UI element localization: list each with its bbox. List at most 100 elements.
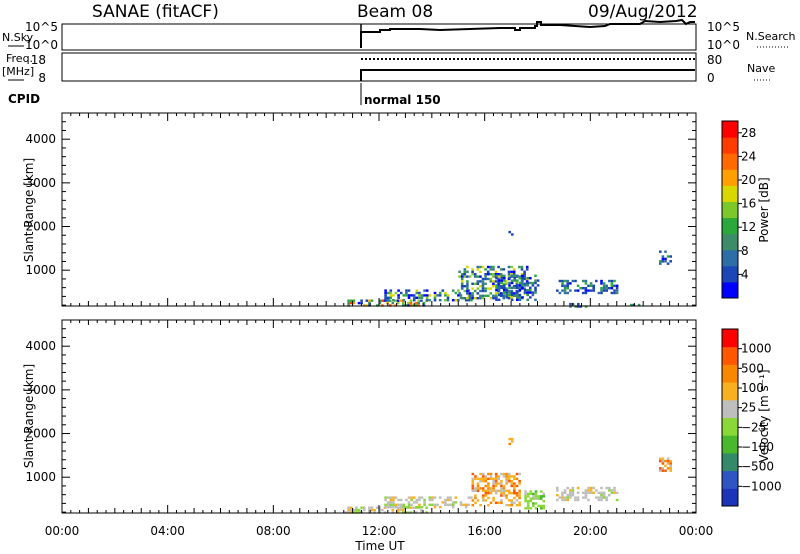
data-cell bbox=[566, 282, 569, 285]
data-cell bbox=[412, 296, 416, 299]
data-cell bbox=[471, 282, 474, 285]
data-cell bbox=[508, 230, 511, 234]
data-cell bbox=[384, 291, 387, 295]
data-cell bbox=[569, 282, 572, 285]
data-cell bbox=[405, 498, 408, 502]
data-cell bbox=[513, 487, 516, 490]
data-cell bbox=[515, 484, 519, 488]
data-cell bbox=[505, 496, 508, 500]
data-cell bbox=[471, 484, 475, 488]
data-cell bbox=[464, 503, 468, 506]
data-cell bbox=[484, 484, 488, 488]
data-cell bbox=[518, 281, 522, 285]
data-cell bbox=[495, 296, 498, 299]
data-cell bbox=[438, 299, 442, 302]
data-cell bbox=[487, 489, 490, 492]
data-cell bbox=[669, 459, 672, 463]
time-tick-label: 04:00 bbox=[150, 524, 185, 538]
data-cell bbox=[399, 503, 403, 506]
data-cell bbox=[352, 301, 356, 305]
data-cell bbox=[610, 291, 614, 295]
data-cell bbox=[476, 268, 480, 271]
data-cell bbox=[470, 299, 473, 302]
data-cell bbox=[451, 501, 455, 504]
data-cell bbox=[492, 282, 495, 285]
data-cell bbox=[460, 285, 464, 288]
data-cell bbox=[661, 467, 665, 470]
data-cell bbox=[460, 287, 464, 290]
data-cell bbox=[561, 284, 564, 287]
data-cell bbox=[487, 504, 490, 507]
data-cell bbox=[497, 501, 501, 504]
data-cell bbox=[600, 282, 603, 285]
data-cell bbox=[473, 297, 477, 300]
data-cell bbox=[521, 296, 524, 299]
data-cell bbox=[407, 289, 411, 292]
data-cell bbox=[542, 507, 546, 510]
data-cell bbox=[542, 504, 546, 508]
data-cell bbox=[531, 284, 535, 287]
data-cell bbox=[378, 508, 382, 512]
data-cell bbox=[418, 498, 421, 502]
data-cell bbox=[484, 287, 487, 290]
colorbar-swatch bbox=[722, 364, 738, 383]
colorbar-tick-label: −25 bbox=[741, 420, 766, 434]
data-cell bbox=[507, 265, 511, 269]
data-cell bbox=[524, 495, 527, 498]
data-cell bbox=[476, 482, 480, 485]
data-cell bbox=[630, 303, 633, 307]
data-cell bbox=[523, 275, 526, 278]
data-cell bbox=[563, 489, 567, 492]
data-cell bbox=[600, 498, 603, 502]
data-cell bbox=[481, 294, 485, 297]
data-cell bbox=[659, 467, 662, 470]
data-cell bbox=[507, 289, 511, 293]
data-cell bbox=[507, 270, 511, 273]
data-cell bbox=[425, 289, 429, 292]
data-cell bbox=[513, 274, 516, 277]
data-cell bbox=[515, 499, 519, 502]
data-cell bbox=[529, 490, 533, 493]
nsky-strip: N.Sky 10^5 10^0 10^5 10^0 N.Search bbox=[2, 18, 796, 52]
data-cell bbox=[433, 299, 437, 302]
data-cell bbox=[592, 486, 595, 490]
data-cell bbox=[471, 477, 475, 480]
data-cell bbox=[481, 265, 485, 269]
data-cell bbox=[577, 302, 580, 306]
data-cell bbox=[510, 293, 514, 297]
data-cell bbox=[418, 296, 421, 299]
data-cell bbox=[659, 459, 662, 463]
data-cell bbox=[502, 268, 506, 271]
data-cell bbox=[507, 275, 511, 278]
data-cell bbox=[394, 496, 398, 499]
power-x-ticks bbox=[61, 113, 697, 306]
data-cell bbox=[423, 498, 426, 502]
data-cell bbox=[494, 477, 498, 480]
data-cell bbox=[457, 294, 460, 297]
data-cell bbox=[518, 296, 522, 299]
power-ylabel: Slant Range [km] bbox=[22, 158, 36, 262]
data-cell bbox=[505, 291, 509, 294]
colorbar-swatch bbox=[722, 470, 738, 489]
data-cell bbox=[497, 281, 501, 285]
data-cell bbox=[486, 287, 490, 290]
data-cell bbox=[471, 268, 474, 271]
data-cell bbox=[471, 499, 475, 502]
data-cell bbox=[502, 494, 506, 497]
data-cell bbox=[481, 285, 485, 288]
data-cell bbox=[534, 502, 538, 505]
data-cell bbox=[460, 273, 464, 276]
data-cell bbox=[613, 489, 616, 492]
data-cell bbox=[666, 462, 670, 465]
data-cell bbox=[520, 282, 524, 285]
data-cell bbox=[505, 289, 509, 292]
colorbar-tick-label: 500 bbox=[741, 361, 764, 375]
data-cell bbox=[487, 482, 490, 485]
data-cell bbox=[492, 265, 495, 269]
data-cell bbox=[365, 299, 369, 302]
data-cell bbox=[525, 280, 529, 283]
data-cell bbox=[425, 296, 429, 299]
data-cell bbox=[500, 293, 503, 297]
data-cell bbox=[507, 472, 511, 476]
